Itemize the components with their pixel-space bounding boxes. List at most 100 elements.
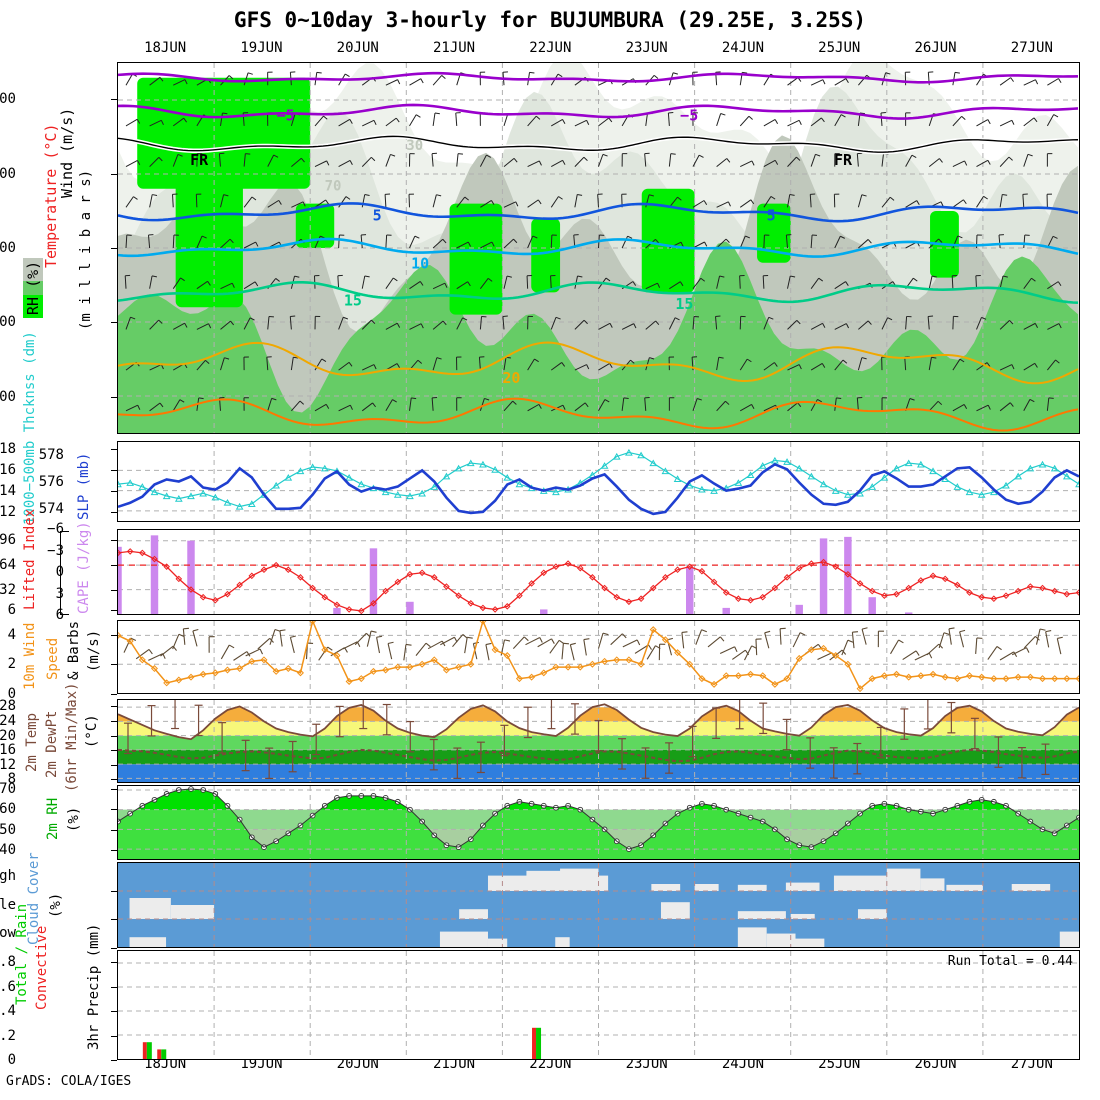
tick-mark <box>111 720 117 722</box>
precip-tick-0.8: 0.8 <box>0 954 16 971</box>
y-tick-2: 2 <box>7 656 16 673</box>
tick-mark <box>111 1011 117 1013</box>
x-tick-18JUN: 18JUN <box>144 1056 187 1072</box>
rh-2m-plot <box>118 786 1079 859</box>
tick-mark <box>111 1035 117 1037</box>
axis-label-rh-units: (%) <box>66 806 82 832</box>
precip-tick-0.6: 0.6 <box>0 978 16 995</box>
li-tick-6: 6 <box>55 607 64 623</box>
y-tick-12: 12 <box>0 756 16 773</box>
tick-mark <box>111 986 117 988</box>
tick-mark <box>111 849 117 851</box>
svg-text:10: 10 <box>411 254 429 272</box>
x-tick-24JUN: 24JUN <box>721 40 765 56</box>
x-tick-23JUN: 23JUN <box>625 40 668 56</box>
slp-thickness-panel <box>117 441 1080 522</box>
page-title: GFS 0~10day 3-hourly for BUJUMBURA (29.2… <box>233 8 867 32</box>
y-tick-40: 40 <box>0 841 16 858</box>
y-tick-800: 800 <box>0 165 16 182</box>
precip-plot <box>118 951 1079 1059</box>
cloud-cover-plot <box>118 863 1079 947</box>
upper-air-plot: −5 −5 FR FR 5 5 10 15 15 20 30 70 <box>118 63 1079 433</box>
x-tick-19JUN: 19JUN <box>240 1056 283 1072</box>
y-tick-600: 600 <box>0 314 16 331</box>
axis-label-temp-units: (°C) <box>84 714 100 748</box>
y-tick-32: 32 <box>0 581 16 598</box>
tick-mark <box>111 829 117 831</box>
y-tick-96: 96 <box>0 531 16 548</box>
y-tick-1018: 1018 <box>0 441 16 458</box>
x-tick-21JUN: 21JUN <box>432 40 476 56</box>
y-tick-1012: 1012 <box>0 503 16 520</box>
rh-2m-panel <box>117 785 1080 860</box>
precip-tick-0: 0 <box>7 1052 16 1068</box>
axis-label-rh: RH (%) <box>23 257 43 318</box>
wind-10m-plot <box>118 621 1079 693</box>
wind-10m-panel <box>117 620 1080 694</box>
tick-mark <box>111 750 117 752</box>
tick-mark <box>111 248 117 249</box>
axis-label-lifted-index: Lifted Index <box>22 508 38 610</box>
svg-text:5: 5 <box>373 206 382 224</box>
axis-label-2m-temp: 2m Temp <box>24 712 40 772</box>
cloud-cover-panel <box>117 862 1080 948</box>
li-tick--6: −6 <box>47 521 64 537</box>
tick-mark <box>111 919 117 921</box>
tick-mark <box>111 694 117 695</box>
tick-mark <box>111 322 117 324</box>
axis-label-slp: SLP (mb) <box>76 452 92 520</box>
y-tick-500: 500 <box>0 388 16 405</box>
y-tick-900: 900 <box>0 91 16 108</box>
tick-mark <box>111 589 117 591</box>
x-tick-26JUN: 26JUN <box>914 40 957 56</box>
axis-label-total-rain: Total / Rain <box>14 903 30 1005</box>
axis-label-pressure-units: (m i l l i b a r s) <box>78 169 94 330</box>
y-tick-70: 70 <box>0 781 16 798</box>
svg-text:20: 20 <box>502 369 520 387</box>
y-tick-1014: 1014 <box>0 482 16 499</box>
lifted-index-bracket <box>60 531 69 615</box>
svg-text:5: 5 <box>767 206 776 224</box>
cloud-level-middle: middle <box>0 896 16 913</box>
svg-text:FR: FR <box>834 151 853 169</box>
y-tick-24: 24 <box>0 712 16 729</box>
tick-mark <box>111 1060 117 1061</box>
axis-label-speed: Speed <box>45 637 61 680</box>
tick-mark <box>111 564 117 566</box>
thickness-tick-574: 574 <box>38 500 64 517</box>
y-tick-6: 6 <box>7 602 16 619</box>
precip-panel: Run Total = 0.44 <box>117 950 1080 1060</box>
tick-mark <box>111 764 117 766</box>
svg-text:15: 15 <box>675 295 693 313</box>
temp-2m-plot <box>118 700 1079 782</box>
tick-mark <box>111 735 117 737</box>
axis-label-cloud-units: (%) <box>48 892 64 918</box>
tick-mark <box>111 789 117 791</box>
tick-mark <box>111 664 117 666</box>
x-tick-27JUN: 27JUN <box>1010 40 1053 56</box>
tick-mark <box>111 706 117 708</box>
axis-label-thickness: 1000−500mb Thcknss (dm) <box>22 331 38 525</box>
y-tick-4: 4 <box>7 626 16 643</box>
y-tick-16: 16 <box>0 742 16 759</box>
slp-thickness-plot <box>118 442 1079 521</box>
y-tick-60: 60 <box>0 801 16 818</box>
svg-text:70: 70 <box>325 179 342 195</box>
y-tick-8: 8 <box>7 771 16 788</box>
tick-mark <box>111 779 117 781</box>
axis-label-3hr-precip: 3hr Precip (mm) <box>86 923 102 1050</box>
tick-mark <box>111 511 117 513</box>
axis-label-convective: Convective <box>34 925 50 1010</box>
li-tick-3: 3 <box>55 585 64 602</box>
tick-mark <box>111 610 117 612</box>
axis-label-2m-rh: 2m RH <box>45 797 61 840</box>
li-tick-0: 0 <box>55 564 64 580</box>
y-tick-64: 64 <box>0 556 16 573</box>
y-tick-50: 50 <box>0 821 16 838</box>
precip-tick-0.2: 0.2 <box>0 1027 16 1044</box>
thickness-tick-578: 578 <box>38 446 64 463</box>
rh-legend-swatch: RH (%) <box>23 257 43 318</box>
svg-text:−5: −5 <box>277 106 295 124</box>
axis-label-wind: Wind (m/s) <box>58 107 76 198</box>
thickness-tick-576: 576 <box>38 473 64 490</box>
